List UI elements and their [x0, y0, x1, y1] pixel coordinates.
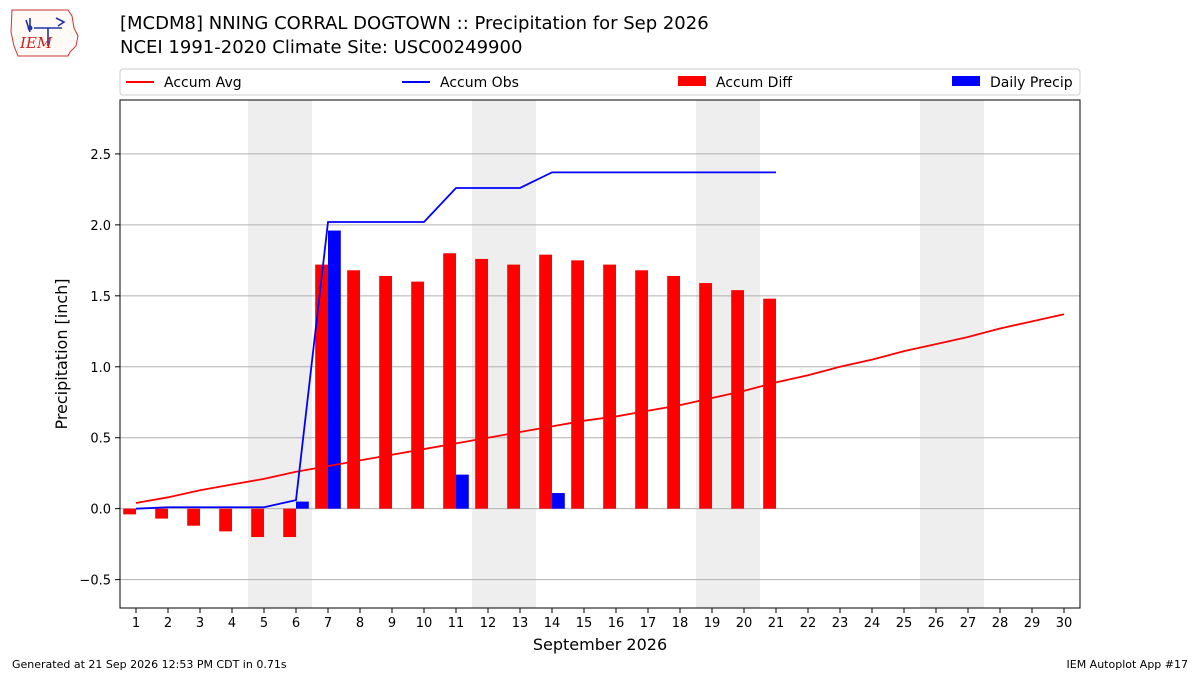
accum-diff-bar-day-8 — [347, 270, 360, 509]
legend-label-daily-precip: Daily Precip — [990, 75, 1073, 91]
accum-diff-bar-day-6 — [283, 508, 296, 538]
accum-diff-bars — [123, 253, 776, 538]
x-tick-label-10: 10 — [416, 616, 433, 631]
y-tick-label: 2.5 — [90, 148, 111, 163]
x-tick-label-26: 26 — [928, 616, 945, 631]
daily-precip-bar-day-14 — [552, 493, 565, 509]
y-tick-label: 1.5 — [90, 290, 111, 305]
x-axis-ticks: 1 2 3 4 5 6 7 8 9 10 11 12 13 14 15 16 17 18 19 20 21 22 23 24 2… — [132, 608, 1072, 631]
accum-diff-bar-day-4 — [219, 508, 232, 532]
accum-diff-bar-day-10 — [411, 281, 424, 509]
y-axis-ticks: −0.5 0.0 0.5 1.0 1.5 2.0 2.5 — [79, 148, 120, 589]
y-tick-label: −0.5 — [79, 574, 111, 589]
daily-precip-bar-day-7 — [328, 230, 341, 509]
x-tick-label-1: 1 — [132, 616, 140, 631]
logo-text: IEM — [19, 34, 53, 52]
daily-precip-bar-day-6 — [296, 501, 309, 509]
x-tick-label-8: 8 — [356, 616, 364, 631]
accum-diff-bar-day-11 — [443, 253, 456, 509]
accum-diff-bar-day-20 — [731, 290, 744, 509]
y-tick-label: 2.0 — [90, 219, 111, 234]
iem-logo: IEM — [8, 6, 82, 62]
x-tick-label-7: 7 — [324, 616, 332, 631]
y-axis-label: Precipitation [inch] — [52, 278, 71, 429]
grid-lines — [120, 153, 1080, 581]
x-tick-label-25: 25 — [896, 616, 913, 631]
accum-diff-bar-day-19 — [699, 283, 712, 509]
weekend-band-26 — [920, 100, 952, 608]
x-tick-label-24: 24 — [864, 616, 881, 631]
x-tick-label-22: 22 — [800, 616, 817, 631]
accum-diff-bar-day-7 — [315, 264, 328, 509]
x-tick-label-21: 21 — [768, 616, 785, 631]
x-tick-label-23: 23 — [832, 616, 849, 631]
y-tick-label: 0.5 — [90, 432, 111, 447]
x-tick-label-28: 28 — [992, 616, 1009, 631]
accum-diff-bar-day-13 — [507, 264, 520, 509]
x-tick-label-30: 30 — [1056, 616, 1073, 631]
accum-diff-bar-day-9 — [379, 275, 392, 509]
x-tick-label-14: 14 — [544, 616, 561, 631]
y-tick-label: 0.0 — [90, 503, 111, 518]
x-tick-label-27: 27 — [960, 616, 977, 631]
accum-diff-bar-day-1 — [123, 508, 136, 515]
accum-diff-bar-day-18 — [667, 275, 680, 509]
x-tick-label-3: 3 — [196, 616, 204, 631]
x-tick-label-16: 16 — [608, 616, 625, 631]
accum-diff-bar-day-14 — [539, 254, 552, 509]
accum-diff-bar-day-2 — [155, 508, 168, 519]
accum-obs-line — [135, 171, 776, 510]
chart-title: [MCDM8] NNING CORRAL DOGTOWN :: Precipit… — [120, 13, 709, 34]
accum-diff-bar-day-17 — [635, 270, 648, 509]
plot-frame — [119, 99, 1081, 609]
x-axis-label: September 2026 — [533, 635, 667, 654]
weekend-band-27 — [952, 100, 984, 608]
x-tick-label-13: 13 — [512, 616, 529, 631]
x-tick-label-6: 6 — [292, 616, 300, 631]
x-tick-label-18: 18 — [672, 616, 689, 631]
footer-generated: Generated at 21 Sep 2026 12:53 PM CDT in… — [12, 658, 287, 671]
x-tick-label-2: 2 — [164, 616, 172, 631]
accum-diff-bar-day-5 — [251, 508, 264, 538]
x-tick-label-11: 11 — [448, 616, 465, 631]
accum-diff-bar-day-15 — [571, 260, 584, 509]
legend-swatch-daily-precip — [952, 76, 980, 86]
x-tick-label-9: 9 — [388, 616, 396, 631]
accum-avg-line — [135, 313, 1065, 504]
legend-label-accum-avg: Accum Avg — [164, 75, 242, 91]
x-tick-label-20: 20 — [736, 616, 753, 631]
legend-label-accum-obs: Accum Obs — [440, 75, 519, 91]
x-tick-label-15: 15 — [576, 616, 593, 631]
accum-diff-bar-day-21 — [763, 298, 776, 509]
x-tick-label-12: 12 — [480, 616, 497, 631]
legend-box — [119, 68, 1081, 96]
daily-precip-bar-day-11 — [456, 474, 469, 509]
x-tick-label-4: 4 — [228, 616, 236, 631]
chart-subtitle: NCEI 1991-2020 Climate Site: USC00249900 — [120, 37, 523, 58]
legend-label-accum-diff: Accum Diff — [716, 75, 792, 91]
accum-diff-bar-day-16 — [603, 264, 616, 509]
x-tick-label-19: 19 — [704, 616, 721, 631]
y-tick-label: 1.0 — [90, 361, 111, 376]
accum-diff-bar-day-3 — [187, 508, 200, 526]
accum-diff-bar-day-12 — [475, 258, 488, 509]
legend: Accum Avg Accum Obs Accum Diff Daily Precip — [119, 68, 1081, 96]
x-tick-label-17: 17 — [640, 616, 657, 631]
x-tick-label-5: 5 — [260, 616, 268, 631]
footer-app: IEM Autoplot App #17 — [1066, 658, 1189, 671]
daily-precip-bars — [296, 230, 565, 509]
legend-swatch-accum-diff — [678, 76, 706, 86]
x-tick-label-29: 29 — [1024, 616, 1041, 631]
